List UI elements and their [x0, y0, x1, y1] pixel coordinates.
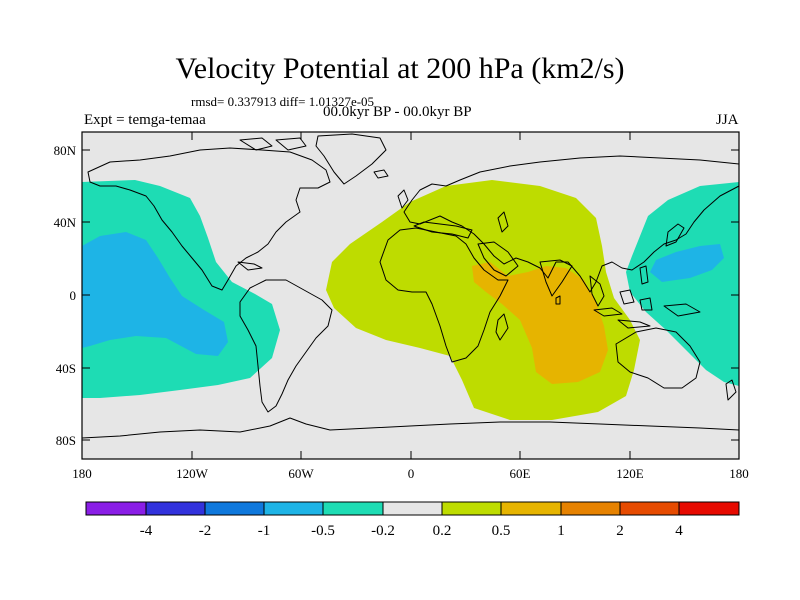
- axis-ticks: [82, 132, 739, 459]
- lat-tick-label: 0: [70, 288, 77, 303]
- colorbar-box: [679, 502, 739, 515]
- contour-fills: [82, 180, 739, 420]
- lat-tick-label: 80S: [56, 433, 76, 448]
- colorbar-label: 0.5: [492, 523, 511, 539]
- west-pacific-negative-outer: [626, 182, 739, 386]
- coast-south-america: [239, 279, 333, 413]
- lon-tick-label: 60W: [288, 466, 314, 481]
- colorbar-box: [323, 502, 383, 515]
- coast-greenland: [315, 133, 387, 185]
- lon-tick-label: 120E: [616, 466, 644, 481]
- coast-eurasia: [403, 155, 739, 293]
- lon-tick-label: 180: [72, 466, 92, 481]
- lat-tick-label: 40S: [56, 361, 76, 376]
- lat-axis: 80N 40N 0 40S 80S: [54, 143, 77, 448]
- coast-antarctica: [82, 417, 739, 439]
- lat-tick-label: 80N: [54, 143, 77, 158]
- lon-tick-label: 60E: [510, 466, 531, 481]
- colorbar-box: [620, 502, 679, 515]
- colorbar-box: [205, 502, 264, 515]
- colorbar: -4 -2 -1 -0.5 -0.2 0.2 0.5 1 2 4: [85, 501, 740, 539]
- colorbar-label: 1: [557, 523, 565, 539]
- west-pacific-negative-inner: [650, 244, 724, 282]
- lon-tick-label: 120W: [176, 466, 209, 481]
- colorbar-label: -0.2: [371, 523, 395, 539]
- colorbar-label: -4: [140, 523, 153, 539]
- colorbar-box: [86, 502, 146, 515]
- coast-africa: [379, 227, 509, 363]
- colorbar-box: [561, 502, 620, 515]
- experiment-label: Expt = temga-temaa: [84, 112, 206, 128]
- colorbar-box: [501, 502, 561, 515]
- colorbar-label: -0.5: [311, 523, 335, 539]
- lon-tick-label: 180: [729, 466, 749, 481]
- colorbar-label: -2: [199, 523, 212, 539]
- colorbar-box: [146, 502, 205, 515]
- colorbar-box: [264, 502, 323, 515]
- period-label: 00.0kyr BP - 00.0kyr BP: [323, 104, 472, 120]
- coast-australia: [615, 327, 701, 389]
- colorbar-label: 0.2: [433, 523, 452, 539]
- season-label: JJA: [716, 112, 739, 128]
- indian-ocean-max: [472, 262, 608, 384]
- colorbar-label: 4: [675, 523, 683, 539]
- lat-tick-label: 40N: [54, 215, 77, 230]
- lon-tick-label: 0: [408, 466, 415, 481]
- colorbar-box: [442, 502, 501, 515]
- plot-title: Velocity Potential at 200 hPa (km2/s): [175, 52, 625, 85]
- colorbar-box: [383, 502, 442, 515]
- coastlines: [82, 133, 739, 439]
- lon-axis: 180 120W 60W 0 60E 120E 180: [72, 466, 749, 481]
- colorbar-label: -1: [258, 523, 271, 539]
- colorbar-label: 2: [616, 523, 624, 539]
- pacific-negative-inner: [82, 232, 228, 356]
- rmsd-diff-label: rmsd= 0.337913 diff= 1.01327e-05: [191, 94, 375, 109]
